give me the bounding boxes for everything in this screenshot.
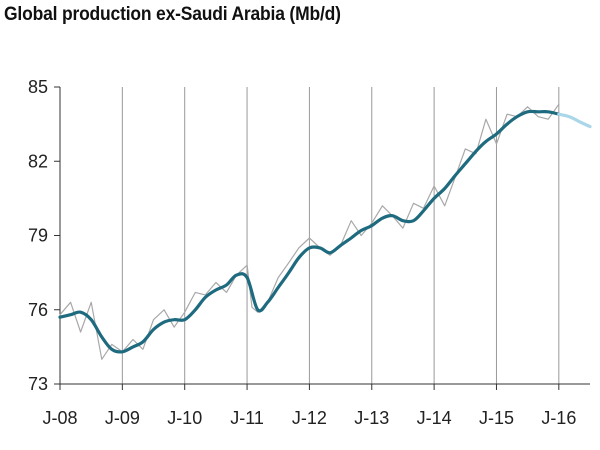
forecast-line [557, 112, 592, 129]
vertical-grid [121, 87, 560, 384]
x-tick-label: J-16 [541, 408, 576, 428]
y-tick-label: 73 [28, 374, 48, 394]
y-tick-label: 79 [28, 226, 48, 246]
x-tick-label: J-15 [479, 408, 514, 428]
y-tick-label: 85 [28, 77, 48, 97]
x-tick-label: J-10 [167, 408, 202, 428]
x-tick-label: J-14 [417, 408, 452, 428]
x-tick-label: J-08 [42, 408, 77, 428]
x-tick-label: J-11 [230, 408, 264, 428]
trend-line [58, 109, 561, 354]
series-group [58, 103, 592, 360]
x-tick-label: J-09 [105, 408, 140, 428]
y-tick-label: 82 [28, 151, 48, 171]
chart-title: Global production ex-Saudi Arabia (Mb/d) [4, 4, 341, 25]
y-tick-label: 76 [28, 300, 48, 320]
x-tick-label: J-13 [354, 408, 389, 428]
y-axis-ticks: 73 76 79 82 85 [28, 77, 60, 394]
x-tick-label: J-12 [292, 408, 327, 428]
x-axis-ticks: J-08 J-09 J-10 J-11 J-12 J-13 J-14 J-15 J-16 [42, 384, 576, 428]
